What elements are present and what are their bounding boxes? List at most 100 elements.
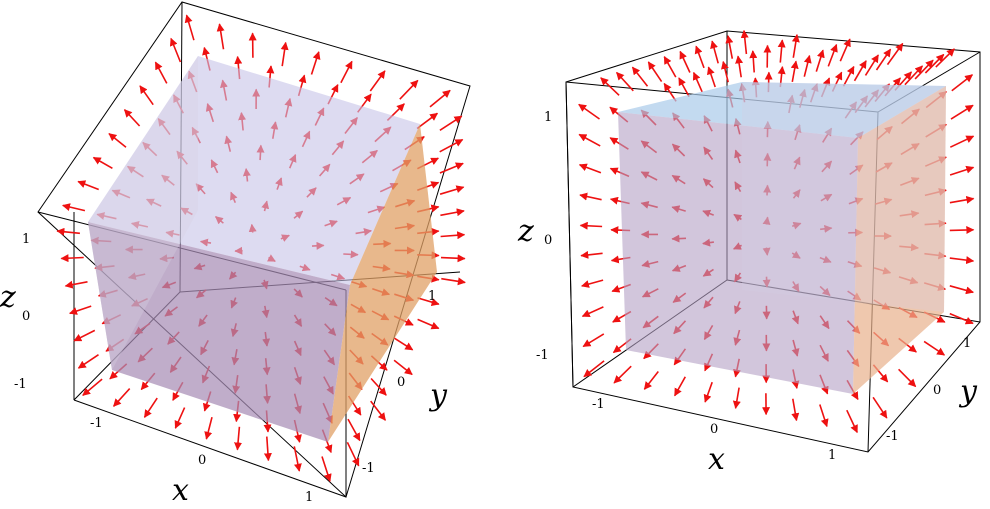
right-z-axis-label: z	[517, 214, 534, 249]
left-field-arrow-86	[77, 354, 99, 369]
right-field-arrow-139	[819, 404, 829, 428]
left-box-bottom-edge	[73, 399, 347, 498]
right-field-arrow-158	[872, 396, 888, 419]
right-field-arrow-20	[663, 56, 677, 78]
left-cube-side-face	[328, 124, 437, 442]
left-field-arrow-71	[416, 112, 439, 130]
left-y-tick-neg1: -1	[362, 461, 375, 476]
right-field-arrow-53	[579, 192, 602, 201]
right-x-tick-0: 0	[710, 422, 718, 437]
left-field-arrow-176	[439, 115, 463, 131]
right-field-arrow-129	[791, 398, 800, 422]
left-cube-front-face	[88, 222, 350, 442]
left-field-arrow-150	[347, 418, 361, 442]
right-field-arrow-39	[914, 59, 934, 80]
right-field-arrow-51	[578, 133, 601, 147]
right-field-arrow-37	[815, 49, 825, 72]
left-cube-back-face	[88, 56, 198, 370]
right-cube-top-face	[618, 82, 946, 138]
left-field-arrow-159	[370, 400, 387, 421]
left-field-arrow-75	[280, 41, 289, 67]
left-plot: 1 0 -1 -1 0 1 1 0 -1 z x y	[0, 1, 471, 508]
right-cube-front-face	[618, 112, 858, 394]
right-field-arrow-181	[949, 195, 975, 204]
right-field-arrow-149	[846, 409, 858, 434]
right-field-arrow-33	[853, 60, 867, 82]
right-y-axis-label: y	[958, 374, 978, 409]
right-cube-back-face	[742, 82, 946, 312]
right-field-arrow-25	[679, 50, 691, 73]
left-field-arrow-175	[417, 318, 440, 330]
left-field-arrow-27	[108, 132, 127, 148]
right-field-arrow-11	[692, 71, 703, 93]
left-z-tick-neg1: -1	[14, 377, 27, 392]
left-field-arrow-136	[293, 446, 302, 472]
right-field-arrow-16	[707, 66, 716, 88]
left-field-arrow-179	[439, 185, 465, 195]
right-field-arrow-55	[580, 250, 603, 259]
right-field-arrow-185	[949, 312, 974, 325]
right-field-arrow-5	[616, 71, 634, 92]
left-field-arrow-63	[169, 37, 182, 63]
left-field-arrow-177	[439, 138, 464, 153]
right-field-arrow-48	[886, 42, 904, 66]
left-x-tick-0: 0	[198, 453, 206, 468]
right-field-arrow-35	[710, 40, 719, 64]
left-field-arrow-83	[64, 280, 88, 289]
right-field-arrow-42	[827, 43, 838, 67]
left-x-tick-neg1: -1	[90, 416, 103, 431]
right-x-ticks: -1 0 1	[592, 397, 836, 463]
left-field-arrow-174	[417, 297, 440, 306]
left-field-arrow-85	[73, 329, 96, 342]
left-field-arrow-183	[441, 277, 466, 286]
left-field-arrow-115	[204, 417, 213, 440]
right-x-tick-1: 1	[828, 448, 836, 463]
right-field-arrow-182	[949, 225, 975, 234]
right-field-arrow-31	[749, 50, 758, 73]
right-field-arrow-54	[579, 221, 603, 230]
left-field-arrow-0	[62, 203, 86, 212]
right-cube	[618, 82, 946, 394]
right-box-left-edge	[565, 81, 574, 388]
right-field-arrow-183	[949, 256, 975, 265]
right-field-arrow-1	[663, 82, 677, 102]
left-y-tick-1: 1	[428, 289, 436, 304]
left-field-arrow-36	[123, 109, 141, 127]
left-field-arrow-129	[263, 436, 272, 462]
left-field-arrow-143	[321, 456, 332, 483]
left-field-arrow-180	[440, 208, 465, 217]
left-field-arrow-73	[216, 23, 225, 50]
left-field-arrow-166	[393, 337, 414, 351]
right-field-arrow-26	[735, 55, 744, 78]
right-field-arrow-43	[875, 48, 892, 71]
right-z-tick-1: 1	[544, 110, 552, 125]
left-field-arrow-77	[340, 60, 353, 84]
right-y-ticks: 1 0 -1	[886, 336, 971, 444]
right-field-arrow-38	[864, 54, 879, 76]
right-field-arrow-6	[678, 77, 690, 97]
right-field-arrow-179	[949, 135, 975, 148]
left-field-arrow-84	[69, 305, 92, 315]
left-x-tick-1: 1	[305, 490, 313, 505]
right-field-arrow-30	[694, 45, 705, 69]
right-z-tick-neg1: -1	[536, 348, 549, 363]
left-y-ticks: 1 0 -1	[362, 289, 436, 476]
left-field-arrow-72	[184, 14, 195, 41]
right-field-arrow-47	[839, 38, 851, 62]
right-z-ticks: 1 0 -1	[536, 110, 552, 363]
right-field-arrow-176	[923, 340, 946, 356]
right-field-arrow-79	[643, 371, 659, 390]
right-plot: 1 0 -1 -1 0 1 1 0 -1 z x y	[517, 29, 981, 477]
right-field-arrow-177	[951, 74, 974, 92]
right-field-arrow-178	[950, 104, 974, 120]
right-field-arrow-41	[777, 39, 786, 63]
left-field-arrow-82	[60, 254, 84, 263]
left-z-tick-1: 1	[22, 232, 30, 247]
right-z-tick-0: 0	[544, 233, 552, 248]
right-field-arrow-99	[703, 381, 713, 403]
right-field-arrow-167	[898, 368, 917, 388]
right-field-arrow-28	[842, 65, 855, 87]
right-x-tick-neg1: -1	[592, 397, 605, 412]
right-field-arrow-58	[582, 333, 605, 348]
